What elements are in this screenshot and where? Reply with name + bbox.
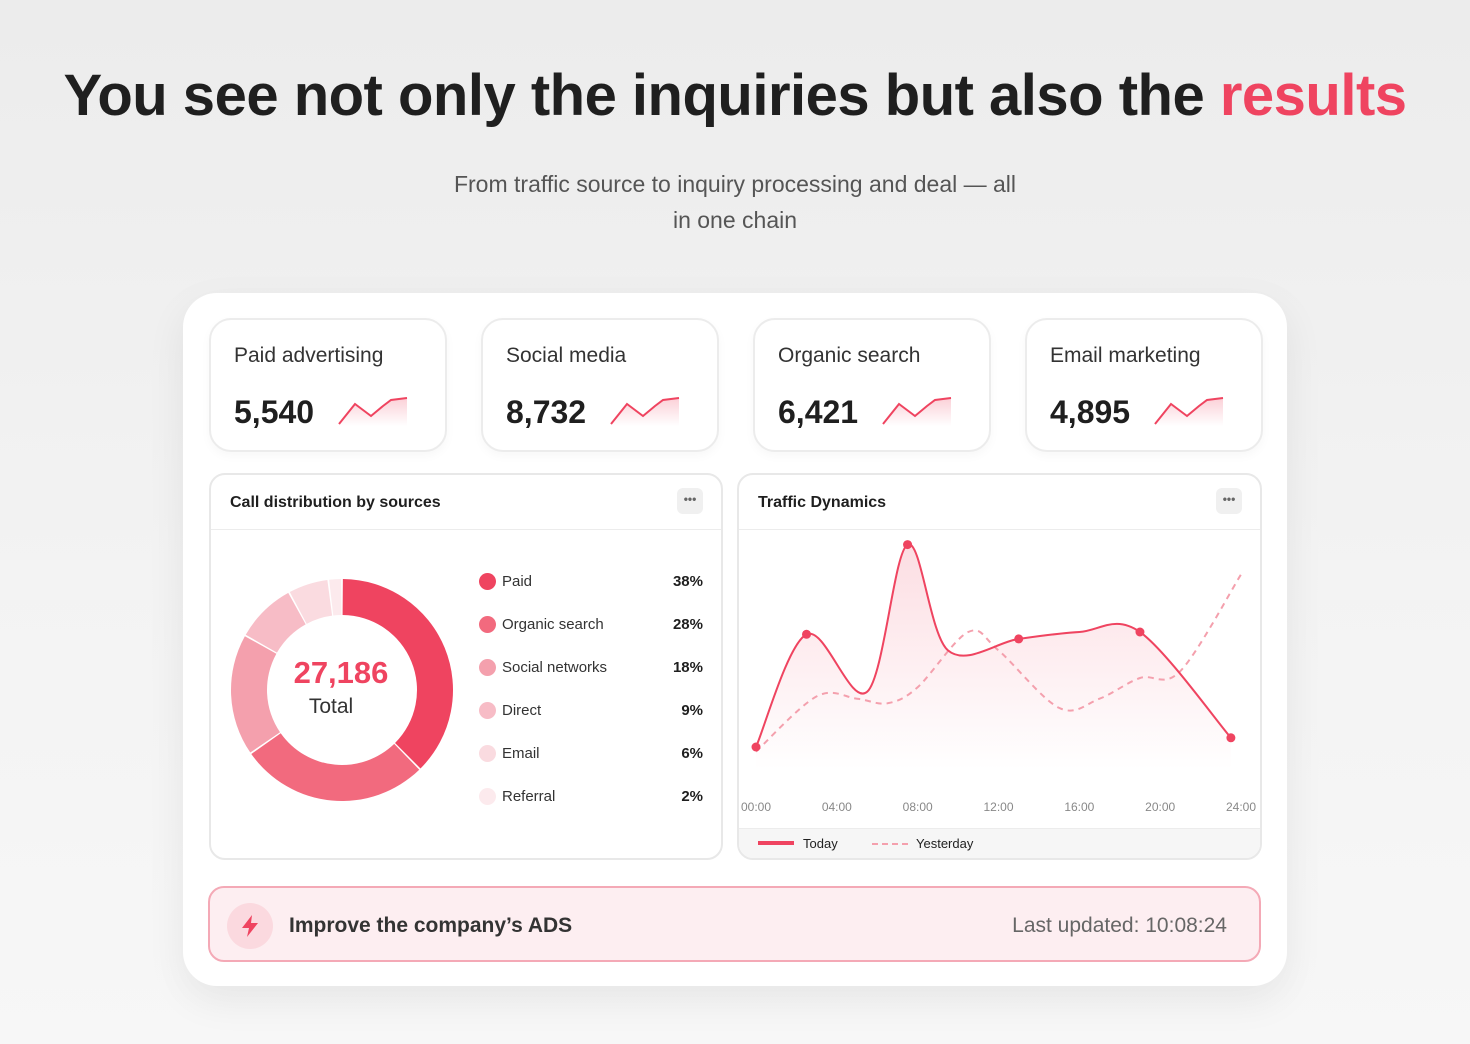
x-tick-label: 00:00 xyxy=(740,800,772,814)
x-tick-label: 20:00 xyxy=(1145,800,1176,814)
legend-name: Referral xyxy=(502,788,556,805)
x-tick-label: 16:00 xyxy=(1064,800,1095,814)
traffic-line-chart xyxy=(751,540,1242,770)
legend-row-email: Email 6% xyxy=(479,744,703,766)
legend-name: Direct xyxy=(502,702,542,719)
series-line-today xyxy=(755,543,1232,748)
x-tick-label: 12:00 xyxy=(983,800,1014,814)
stat-label: Paid advertising xyxy=(234,344,384,367)
legend-percent: 2% xyxy=(681,788,703,805)
x-tick-label: 24:00 xyxy=(1225,800,1257,814)
chart-legend: Today Yesterday xyxy=(739,828,1260,858)
legend-row-organic-search: Organic search 28% xyxy=(479,615,703,637)
data-point-today[interactable] xyxy=(903,540,913,550)
donut-slice-organic-search xyxy=(251,733,420,801)
stat-value: 8,732 xyxy=(506,394,587,430)
legend-yesterday-label: Yesterday xyxy=(916,836,974,851)
panel-header: Call distribution by sources ••• xyxy=(211,475,721,530)
more-options-button[interactable]: ••• xyxy=(677,488,703,514)
data-point-today[interactable] xyxy=(1135,627,1145,637)
dashboard-card: Paid advertising 5,540 Social media 8,73… xyxy=(183,293,1287,986)
stat-value: 6,421 xyxy=(778,394,859,430)
series-line-yesterday xyxy=(755,573,1242,753)
panel-header: Traffic Dynamics ••• xyxy=(739,475,1260,530)
legend-percent: 18% xyxy=(672,659,703,676)
legend-dot xyxy=(479,573,496,590)
sparkline-icon xyxy=(338,397,408,426)
sparkline-icon xyxy=(610,397,680,426)
stat-label: Social media xyxy=(506,344,627,367)
headline-accent: results xyxy=(1219,63,1407,128)
legend-dot xyxy=(479,745,496,762)
legend-yesterday-swatch xyxy=(872,843,908,845)
legend-row-paid: Paid 38% xyxy=(479,572,703,594)
sparkline-icon xyxy=(1154,397,1224,426)
donut-total-label: Total xyxy=(308,695,354,718)
donut-slice-paid xyxy=(342,579,453,769)
legend-percent: 6% xyxy=(681,745,703,762)
donut-total-value: 27,186 xyxy=(293,655,389,690)
stat-card-paid-advertising[interactable]: Paid advertising 5,540 xyxy=(209,318,447,452)
legend-name: Email xyxy=(502,745,540,762)
legend-percent: 9% xyxy=(681,702,703,719)
legend-row-referral: Referral 2% xyxy=(479,787,703,809)
more-options-button[interactable]: ••• xyxy=(1216,488,1242,514)
legend-dot xyxy=(479,788,496,805)
donut-slice-social-networks xyxy=(231,636,281,753)
banner-title: Improve the company’s ADS xyxy=(289,914,573,937)
subtitle-line-1: From traffic source to inquiry processin… xyxy=(453,171,1017,197)
legend-dot xyxy=(479,702,496,719)
legend-dot xyxy=(479,616,496,633)
legend-dot xyxy=(479,659,496,676)
lightning-icon xyxy=(227,903,273,949)
legend-row-social-networks: Social networks 18% xyxy=(479,658,703,680)
stat-card-social-media[interactable]: Social media 8,732 xyxy=(481,318,719,452)
data-point-today[interactable] xyxy=(751,742,761,752)
legend-row-direct: Direct 9% xyxy=(479,701,703,723)
legend-name: Organic search xyxy=(502,616,604,633)
x-tick-label: 04:00 xyxy=(821,800,852,814)
traffic-dynamics-panel: Traffic Dynamics ••• 00:00 04:00 08:00 12:0… xyxy=(737,473,1262,860)
legend-name: Social networks xyxy=(502,659,608,676)
legend-today-swatch xyxy=(758,841,794,845)
panel-title: Call distribution by sources xyxy=(230,494,441,511)
subtitle-line-2: in one chain xyxy=(672,207,798,233)
stat-value: 4,895 xyxy=(1050,394,1131,430)
data-point-today[interactable] xyxy=(1014,634,1024,644)
stat-card-organic-search[interactable]: Organic search 6,421 xyxy=(753,318,991,452)
stat-card-email-marketing[interactable]: Email marketing 4,895 xyxy=(1025,318,1263,452)
data-point-today[interactable] xyxy=(802,629,812,639)
page-headline: You see not only the inquiries but also … xyxy=(0,62,1470,129)
last-updated-text: Last updated: 10:08:24 xyxy=(1012,914,1227,937)
page-subtitle: From traffic source to inquiry processin… xyxy=(420,166,1050,238)
legend-percent: 38% xyxy=(672,573,703,590)
legend-name: Paid xyxy=(502,573,533,590)
headline-main: You see not only the inquiries but also … xyxy=(63,63,1220,128)
donut-slice-referral xyxy=(329,579,342,616)
donut-slice-email xyxy=(289,579,333,624)
legend-today-label: Today xyxy=(803,836,838,851)
legend-percent: 28% xyxy=(672,616,703,633)
stat-label: Organic search xyxy=(778,344,921,367)
donut-chart xyxy=(231,579,453,801)
donut-slice-direct xyxy=(245,592,306,653)
sparkline-icon xyxy=(882,397,952,426)
panel-title: Traffic Dynamics xyxy=(758,494,887,511)
data-point-today[interactable] xyxy=(1226,733,1236,743)
x-tick-label: 08:00 xyxy=(902,800,933,814)
today-area-fill xyxy=(756,544,1231,770)
stat-label: Email marketing xyxy=(1050,344,1201,367)
stat-value: 5,540 xyxy=(234,394,315,430)
improve-ads-banner[interactable]: Improve the company’s ADS Last updated: … xyxy=(208,886,1261,962)
call-distribution-panel: Call distribution by sources ••• 27,186 … xyxy=(209,473,723,860)
